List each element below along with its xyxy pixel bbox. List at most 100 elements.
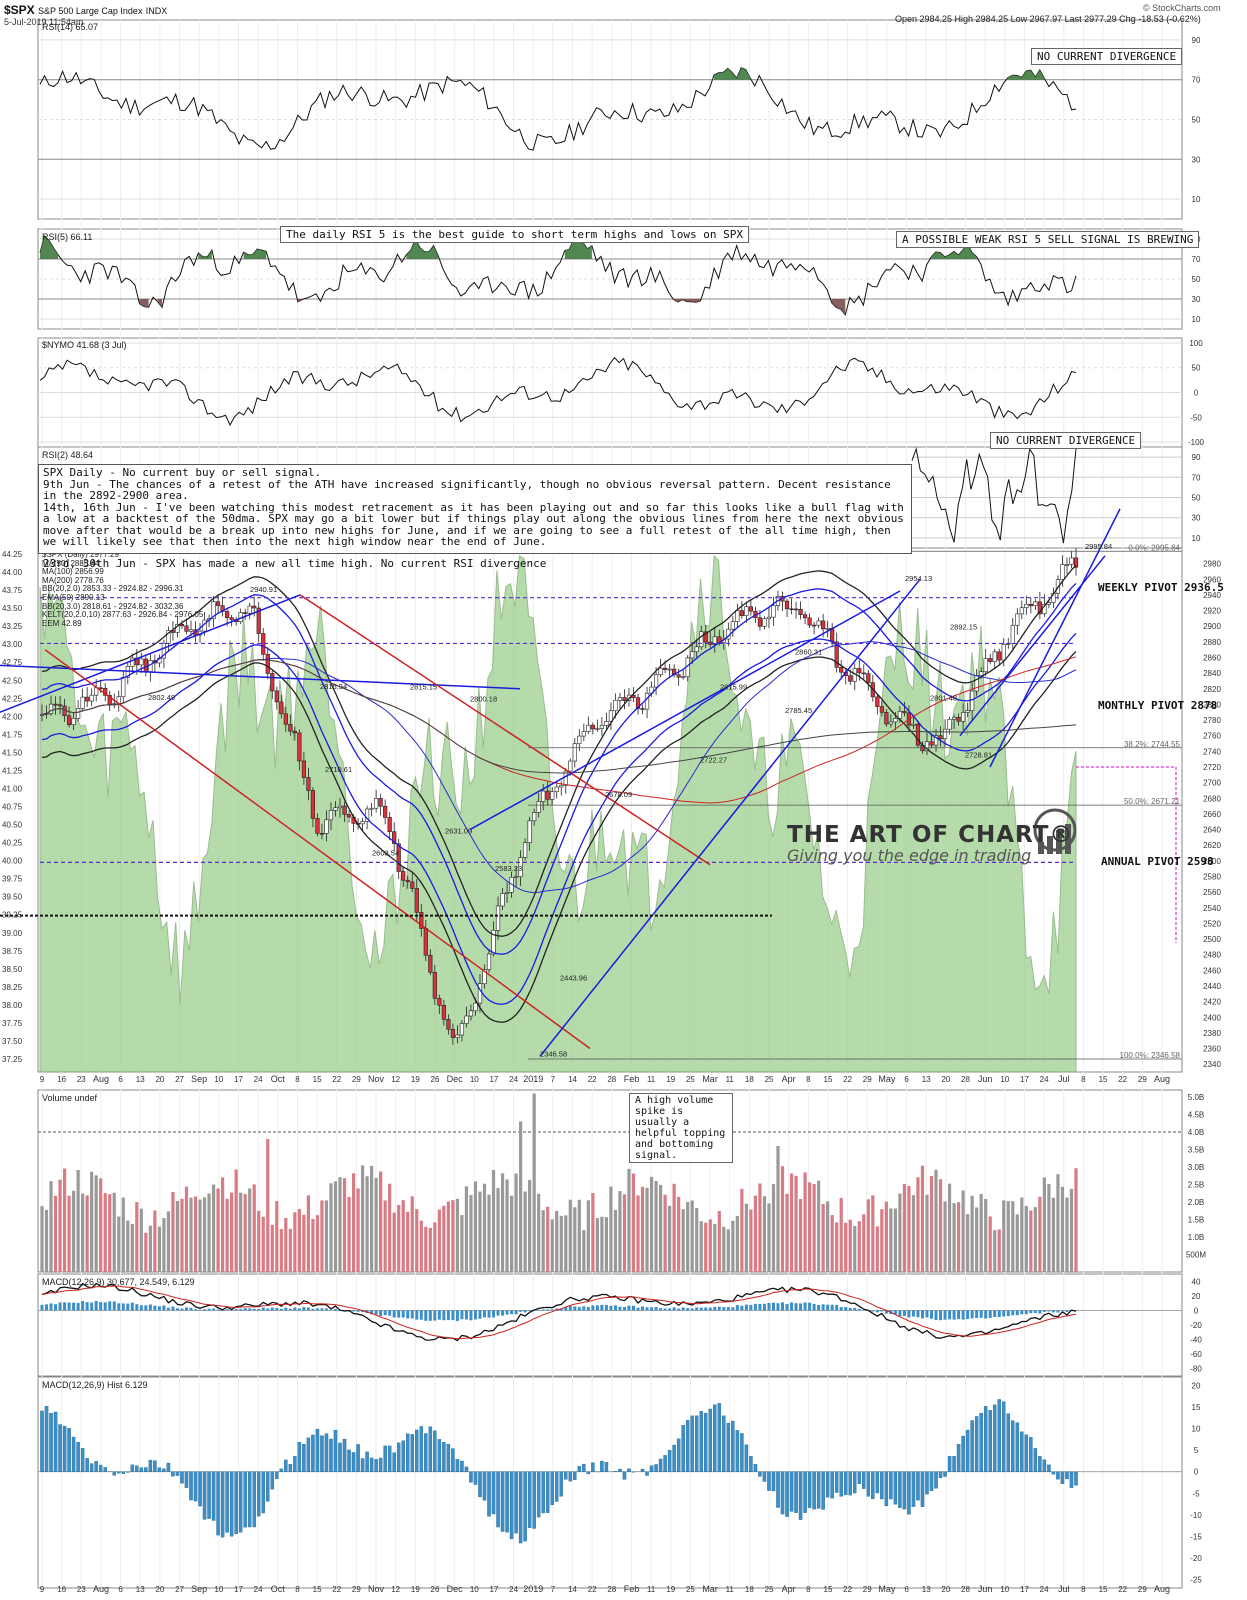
hist-bar — [293, 1456, 297, 1472]
macd-hist-bar — [817, 1304, 821, 1311]
candle-body — [184, 625, 189, 632]
macd-hist-bar — [252, 1308, 256, 1311]
hist-bar — [767, 1471, 771, 1491]
candle-body — [577, 735, 582, 745]
macd-hist-bar — [180, 1308, 184, 1311]
volume-bar — [546, 1206, 550, 1272]
candle-body — [581, 731, 586, 737]
rsi5-sell-note: A POSSIBLE WEAK RSI 5 SELL SIGNAL IS BRE… — [896, 231, 1200, 248]
x-tick-label: 26 — [431, 1585, 440, 1594]
candle-body — [306, 777, 311, 791]
rsi5-tick: 10 — [1192, 315, 1201, 324]
macd-hist-bar — [672, 1307, 676, 1311]
logo-subtitle: Giving you the edge in trading — [787, 846, 1032, 865]
price-left-tick: 41.25 — [2, 766, 23, 775]
legend-entry: BB(20,2.0) 2853.33 - 2924.82 - 2996.31 — [42, 584, 184, 594]
hist-bar — [568, 1471, 573, 1482]
volume-bar — [302, 1214, 306, 1272]
macd-hist-bar — [681, 1307, 685, 1311]
macd-hist-bar — [514, 1310, 518, 1315]
candle-body — [730, 621, 735, 630]
hist-bar — [415, 1429, 419, 1472]
macd-hist-bar — [659, 1308, 663, 1311]
x-tick-label: 16 — [57, 1585, 66, 1594]
volume-bar — [211, 1184, 216, 1272]
annotation-line: 23rd, 30th Jun - SPX has made a new all … — [43, 556, 547, 570]
volume-bar — [640, 1186, 645, 1272]
price-left-tick: 38.00 — [2, 1001, 23, 1010]
hist-bar — [577, 1466, 582, 1472]
x-tick-label: 24 — [1040, 1075, 1049, 1084]
hist-tick: 5 — [1194, 1446, 1199, 1455]
macd-hist-bar — [279, 1308, 283, 1311]
hist-bar — [505, 1471, 509, 1533]
volume-bar — [916, 1177, 920, 1272]
volume-bar — [130, 1223, 134, 1272]
x-tick-label: 10 — [1000, 1075, 1009, 1084]
macd-hist-bar — [392, 1310, 396, 1318]
hist-bar — [80, 1448, 85, 1472]
x-tick-label: 27 — [175, 1585, 184, 1594]
nymo-tick: -100 — [1188, 438, 1205, 447]
price-left-tick: 42.75 — [2, 658, 23, 667]
x-tick-label: Oct — [271, 1074, 286, 1084]
macd-hist-bar — [875, 1310, 879, 1313]
macd-hist-bar — [496, 1310, 500, 1316]
volume-bar — [112, 1192, 116, 1272]
hist-bar — [347, 1449, 351, 1472]
volume-bar — [726, 1229, 730, 1272]
volume-bar — [997, 1229, 1001, 1272]
macd-hist-bar — [1033, 1310, 1037, 1313]
candle-body — [48, 703, 54, 714]
rsi14-tick: 70 — [1192, 76, 1201, 85]
hist-bar — [983, 1405, 988, 1472]
candle-body — [663, 667, 668, 670]
x-tick-label: 29 — [352, 1585, 361, 1594]
candle-body — [256, 607, 261, 634]
macd-hist-bar — [695, 1307, 699, 1311]
logo-icon — [1033, 808, 1077, 852]
macd-hist-bar — [1056, 1310, 1060, 1313]
candle-body — [956, 716, 961, 722]
rsi5-fill — [243, 249, 267, 259]
candle-body — [568, 760, 573, 772]
macd-hist-bar — [1051, 1310, 1055, 1313]
hist-bar — [591, 1462, 595, 1472]
volume-bar — [875, 1226, 879, 1272]
macd-hist-bar — [157, 1306, 161, 1311]
hist-bar — [545, 1471, 550, 1513]
macd-hist-bar — [112, 1301, 116, 1311]
macd-hist-bar — [72, 1302, 76, 1311]
volume-bar — [225, 1198, 229, 1272]
nymo-tick: 100 — [1189, 339, 1203, 348]
hist-bar — [681, 1425, 685, 1472]
ma200-line — [41, 659, 1077, 774]
volume-bar — [699, 1221, 703, 1272]
hist-bar — [1056, 1471, 1060, 1480]
macd-hist-bar — [433, 1310, 437, 1321]
volume-bar — [957, 1202, 961, 1272]
price-right-tick: 2860 — [1203, 653, 1221, 662]
hist-bar — [356, 1444, 360, 1472]
price-right-tick: 2540 — [1203, 904, 1221, 913]
hist-bar — [351, 1452, 356, 1472]
x-tick-label: Jun — [978, 1584, 993, 1594]
volume-bar — [243, 1194, 247, 1272]
hist-bar — [383, 1445, 387, 1472]
legend-entry: KELT(20,2.0,10) 2877.63 - 2926.84 - 2976… — [42, 610, 204, 620]
rsi14-fill — [89, 78, 95, 80]
price-label: 2678.09 — [605, 790, 632, 799]
volume-bar — [347, 1196, 351, 1272]
macd-hist-bar — [333, 1308, 337, 1311]
hist-bar — [496, 1471, 500, 1528]
hist-bar — [247, 1471, 252, 1528]
candle-body — [428, 954, 433, 973]
candle-body — [211, 601, 216, 619]
x-tick-label: 27 — [175, 1075, 184, 1084]
candle-body — [1033, 601, 1038, 607]
volume-bar — [528, 1179, 532, 1272]
candle-body — [215, 601, 221, 606]
macd-hist-bar — [853, 1307, 857, 1311]
macd-hist-bar — [135, 1304, 139, 1311]
hist-bar — [708, 1408, 713, 1472]
